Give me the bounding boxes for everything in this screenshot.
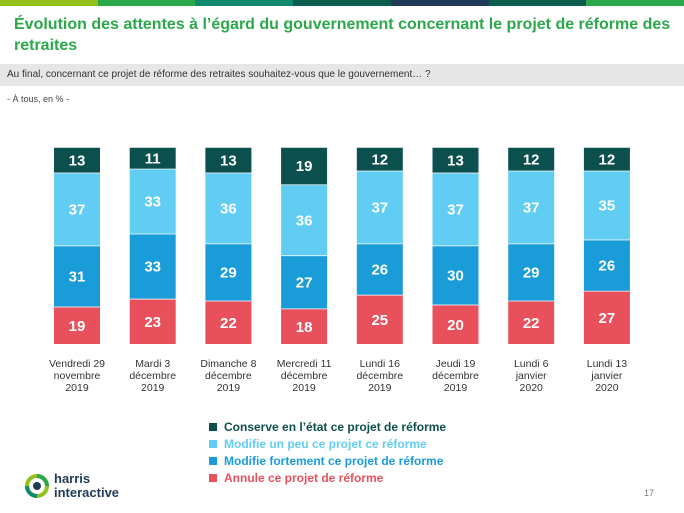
- chart-legend: Conserve en l’état ce projet de réforme M…: [209, 418, 446, 486]
- legend-swatch: [209, 457, 217, 465]
- category-label: Mercredi 11: [277, 358, 332, 370]
- data-label: 25: [371, 312, 388, 329]
- category-label: Jeudi 19: [436, 358, 476, 370]
- category-label: Mardi 3: [135, 358, 170, 370]
- category-label: décembre: [205, 370, 252, 382]
- data-label: 22: [523, 315, 540, 332]
- category-label: 2019: [65, 382, 89, 394]
- category-label: décembre: [356, 370, 403, 382]
- category-label: Dimanche 8: [200, 358, 256, 370]
- legend-label: Conserve en l’état ce projet de réforme: [224, 420, 446, 434]
- harris-logo-icon: [24, 473, 50, 499]
- data-label: 36: [296, 212, 313, 229]
- category-label: Lundi 13: [587, 358, 627, 370]
- harris-interactive-logo: harris interactive: [24, 472, 119, 500]
- data-label: 37: [523, 200, 540, 217]
- data-label: 30: [447, 268, 464, 285]
- data-label: 29: [220, 265, 237, 282]
- logo-line-1: harris: [54, 472, 119, 486]
- data-label: 27: [599, 310, 616, 327]
- legend-item: Modifie fortement ce projet de réforme: [209, 452, 446, 469]
- data-label: 26: [599, 258, 616, 275]
- category-label: 2019: [444, 382, 468, 394]
- data-label: 12: [523, 151, 540, 168]
- data-label: 23: [144, 314, 161, 331]
- category-label: décembre: [129, 370, 176, 382]
- data-label: 12: [371, 151, 388, 168]
- data-label: 22: [220, 315, 237, 332]
- category-label: novembre: [54, 370, 101, 382]
- data-label: 19: [69, 318, 86, 335]
- legend-swatch: [209, 423, 217, 431]
- category-label: 2020: [595, 382, 619, 394]
- category-label: Vendredi 29: [49, 358, 105, 370]
- category-label: 2020: [520, 382, 544, 394]
- category-label: janvier: [590, 370, 622, 382]
- data-label: 36: [220, 201, 237, 218]
- logo-text: harris interactive: [54, 472, 119, 500]
- category-label: Lundi 6: [514, 358, 549, 370]
- data-label: 33: [144, 259, 161, 276]
- data-label: 13: [220, 152, 237, 169]
- legend-label: Modifie fortement ce projet de réforme: [224, 454, 443, 468]
- data-label: 37: [447, 202, 464, 219]
- data-label: 33: [144, 194, 161, 211]
- data-label: 37: [371, 200, 388, 217]
- data-label: 29: [523, 265, 540, 282]
- data-label: 37: [69, 202, 86, 219]
- data-label: 18: [296, 319, 313, 336]
- data-label: 35: [599, 198, 616, 215]
- category-label: Lundi 16: [360, 358, 400, 370]
- category-label: 2019: [292, 382, 316, 394]
- legend-item: Modifie un peu ce projet ce réforme: [209, 435, 446, 452]
- data-label: 11: [145, 150, 161, 167]
- data-label: 20: [447, 317, 464, 334]
- data-label: 13: [69, 152, 86, 169]
- category-label: décembre: [281, 370, 328, 382]
- category-label: 2019: [141, 382, 165, 394]
- logo-line-2: interactive: [54, 486, 119, 500]
- data-label: 19: [296, 158, 313, 175]
- category-label: 2019: [368, 382, 392, 394]
- category-label: décembre: [432, 370, 479, 382]
- legend-swatch: [209, 474, 217, 482]
- data-label: 31: [69, 269, 86, 286]
- legend-swatch: [209, 440, 217, 448]
- data-label: 13: [447, 152, 464, 169]
- legend-item: Conserve en l’état ce projet de réforme: [209, 418, 446, 435]
- data-label: 27: [296, 274, 313, 291]
- data-label: 12: [599, 151, 616, 168]
- category-label: 2019: [217, 382, 241, 394]
- legend-label: Modifie un peu ce projet ce réforme: [224, 437, 427, 451]
- page-number: 17: [644, 488, 654, 498]
- legend-item: Annule ce projet de réforme: [209, 469, 446, 486]
- legend-label: Annule ce projet de réforme: [224, 471, 383, 485]
- data-label: 26: [371, 262, 388, 279]
- category-label: janvier: [515, 370, 547, 382]
